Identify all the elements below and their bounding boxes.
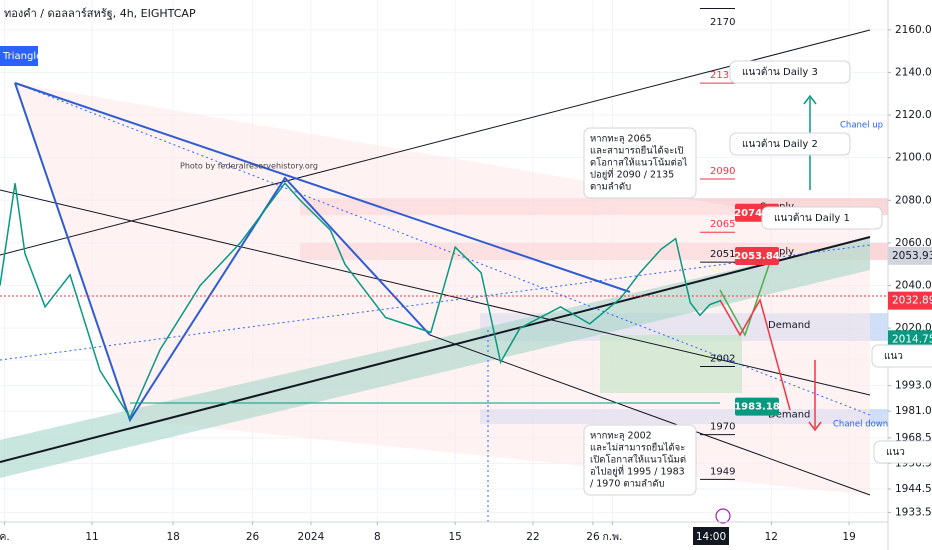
annotation-box — [761, 206, 883, 230]
note-box — [583, 127, 697, 199]
y-tick-label: 2040.00 — [895, 280, 932, 292]
axis-tag: 2053.93 — [892, 250, 932, 262]
x-tick-label: 26 — [586, 531, 600, 543]
x-tick-label: 2024 — [298, 531, 325, 543]
level-label: 1949 — [710, 466, 735, 477]
price-tag-bg — [735, 397, 779, 416]
level-label: 2065 — [710, 219, 735, 230]
y-tick-label: 2100.00 — [895, 152, 932, 164]
axis-tag: 2014.75 — [892, 333, 932, 345]
level-label: 2002 — [710, 353, 735, 364]
crosshair-time: 14:00 — [696, 531, 726, 543]
x-tick-label: 26 — [246, 531, 260, 543]
chanel-up-line — [0, 244, 871, 361]
annotation-box — [873, 440, 932, 464]
axis-tag: 2032.89 — [892, 295, 932, 307]
annotation-box — [729, 60, 851, 84]
y-tick-label: 2060.00 — [895, 237, 932, 249]
x-tick-label: ค. — [0, 531, 10, 543]
price-tag-bg — [735, 247, 779, 266]
labels-layer: 1933.501944.501956.501968.501981.001993.… — [0, 17, 932, 545]
y-tick-label: 2140.00 — [895, 66, 932, 78]
note-line: อไปอยู่ที่ 1995 / 1983 — [590, 465, 685, 478]
note-line: หากทะลุ 2002 — [590, 431, 652, 442]
annotation-box — [729, 132, 851, 156]
annotation-box — [871, 344, 932, 368]
axis-tag-bg — [888, 291, 932, 310]
event-icon[interactable] — [715, 508, 731, 524]
x-tick-label: ก.พ. — [602, 531, 622, 543]
x-tick-label: 11 — [85, 531, 98, 543]
level-label: 1970 — [710, 422, 735, 433]
channel-mid — [0, 236, 871, 463]
note-line: และไม่สามารถยืนได้จะ — [590, 442, 685, 454]
annotation: แนวต้าน Daily 3 — [742, 66, 818, 78]
note-line: หากทะลุ 2065 — [590, 134, 652, 145]
channel-band — [0, 238, 870, 478]
x-tick-label: 19 — [842, 531, 855, 543]
x-tick-label: 12 — [765, 531, 778, 543]
price-tag: 1983.18 — [734, 402, 780, 413]
level-label: 2170 — [710, 17, 735, 28]
projection-up — [719, 261, 771, 337]
note-line: ปอยู่ที่ 2090 / 2135 — [590, 168, 674, 181]
green-box — [600, 335, 742, 393]
annotation: แนว — [886, 447, 905, 458]
note-line: และสามารถยืนได้จะเปิ — [590, 145, 684, 157]
zone-label: Demand — [768, 320, 810, 331]
zone-label: Demand — [768, 410, 810, 421]
x-tick-label: 18 — [166, 531, 179, 543]
zigzag — [14, 82, 431, 423]
annotation: Chanel down — [833, 420, 888, 430]
channel-top — [0, 29, 871, 256]
symbol-title: ทองคำ / ดอลลาร์สหรัฐ, 4h, EIGHTCAP — [4, 7, 196, 20]
level-label: 2051 — [710, 249, 735, 260]
annotation: แนวต้าน Daily 2 — [742, 138, 818, 150]
channel-down-bottom — [429, 334, 871, 496]
price-line — [0, 182, 722, 420]
price-tag: 2074.14 — [734, 208, 780, 219]
axis-tag-bg — [888, 246, 932, 265]
level-label: 2135 — [710, 70, 735, 81]
y-tick-label: 2160.00 — [895, 24, 932, 36]
axis-tag-bg — [888, 330, 932, 349]
x-tick-label: 15 — [448, 531, 461, 543]
level-label: 2090 — [710, 166, 735, 177]
badge[interactable]: Triangle — [2, 51, 42, 62]
y-tick-label: 1944.50 — [895, 483, 932, 495]
note-box — [583, 424, 697, 496]
annotation: แนวต้าน Daily 1 — [774, 212, 850, 224]
watermark: Photo by federalreservehistory.org — [180, 162, 318, 171]
projection-down — [719, 298, 791, 411]
y-tick-label: 2120.00 — [895, 109, 932, 121]
channel-down-top — [0, 189, 871, 396]
note-line: ดโอกาสให้แนวโน้มต่อไ — [590, 157, 687, 169]
y-tick-label: 2080.00 — [895, 194, 932, 206]
crosshair-time-bg — [693, 527, 729, 545]
annotation: Chanel up — [840, 121, 883, 131]
badge-bg[interactable] — [0, 46, 38, 66]
annotation: แนว — [884, 351, 903, 362]
note-line: ตามลำดับ — [590, 182, 631, 193]
arrow-up-head — [803, 94, 817, 105]
x-tick-label: 8 — [374, 531, 381, 543]
data-layer — [0, 8, 735, 480]
y-tick-label: 1933.50 — [895, 506, 932, 518]
arrow-down-head — [808, 421, 822, 432]
y-tick-label: 1981.00 — [895, 405, 932, 417]
triangle-top — [14, 82, 631, 293]
note-line: เปิดโอกาสให้แนวโน้มต่ — [590, 454, 686, 466]
note-line: / 1970 ตามลำดับ — [590, 479, 665, 490]
x-tick-label: 22 — [526, 531, 539, 543]
price-tag: 2053.84 — [734, 251, 780, 262]
y-tick-label: 1993.00 — [895, 380, 932, 392]
